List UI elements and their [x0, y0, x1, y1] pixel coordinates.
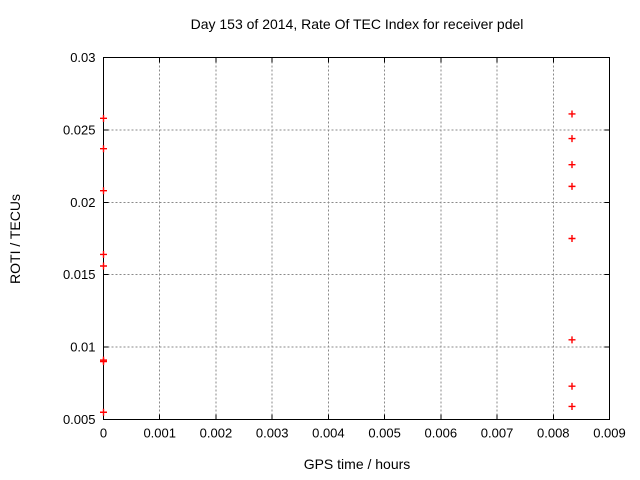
data-point-marker — [568, 382, 576, 390]
x-tick-label: 0.003 — [256, 426, 289, 441]
data-point-marker — [568, 182, 576, 190]
data-point-marker — [568, 235, 576, 242]
y-tick-label: 0.005 — [63, 412, 96, 427]
data-point-marker — [100, 145, 107, 153]
data-point-marker — [100, 114, 107, 122]
y-tick-label: 0.01 — [70, 340, 95, 355]
x-tick-label: 0.006 — [425, 426, 458, 441]
x-tick-label: 0.004 — [312, 426, 345, 441]
x-tick-label: 0.005 — [368, 426, 401, 441]
data-point-marker — [568, 161, 576, 169]
y-tick-label: 0.02 — [70, 195, 95, 210]
x-tick-label: 0.009 — [593, 426, 626, 441]
y-tick-label: 0.015 — [63, 267, 96, 282]
data-point-marker — [100, 262, 107, 270]
data-point-marker — [100, 358, 107, 366]
x-tick-label: 0.008 — [537, 426, 570, 441]
data-point-marker — [100, 250, 107, 258]
chart-title: Day 153 of 2014, Rate Of TEC Index for r… — [190, 16, 524, 32]
y-tick-label: 0.03 — [70, 50, 95, 65]
data-point-marker — [100, 408, 107, 416]
plot-border — [103, 57, 610, 420]
data-point-marker — [568, 110, 576, 118]
x-axis-title: GPS time / hours — [303, 456, 411, 472]
x-tick-label: 0.007 — [481, 426, 514, 441]
x-tick-label: 0 — [100, 426, 107, 441]
y-tick-label: 0.025 — [63, 122, 96, 137]
data-point-marker — [568, 336, 576, 344]
data-point-marker — [100, 187, 107, 195]
data-point-marker — [568, 402, 576, 410]
x-tick-label: 0.002 — [200, 426, 233, 441]
x-tick-label: 0.001 — [143, 426, 176, 441]
data-point-marker — [568, 135, 576, 143]
